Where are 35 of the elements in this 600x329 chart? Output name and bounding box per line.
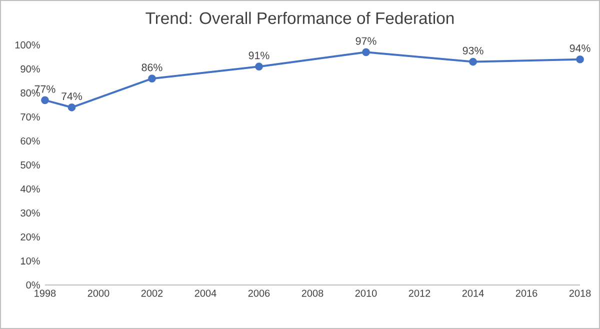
point [41, 96, 49, 104]
y-tick-label: 60% [20, 137, 40, 145]
y-tick-label: 20% [20, 233, 40, 241]
data-label: 74% [62, 92, 82, 100]
y-tick-label: 70% [20, 113, 40, 121]
data-label: 94% [570, 44, 590, 52]
data-label: 97% [356, 37, 376, 45]
x-tick-label: 2004 [194, 290, 216, 297]
y-tick-label: 90% [20, 65, 40, 73]
x-tick-label: 2010 [355, 290, 377, 297]
point [148, 74, 156, 83]
data-label: 86% [142, 64, 162, 72]
y-tick-label: 40% [20, 185, 40, 193]
y-tick-label: 50% [20, 161, 40, 169]
point [68, 103, 76, 112]
x-tick-label: 2018 [569, 290, 591, 297]
y-tick-label: 100% [15, 41, 40, 49]
x-tick-label: 2016 [516, 290, 538, 297]
data-label: 91% [248, 52, 270, 60]
y-tick-label: 0% [26, 281, 40, 289]
y-tick-label: 30% [20, 209, 40, 217]
point [255, 62, 263, 71]
point [576, 55, 584, 64]
data-label: 93% [462, 46, 484, 54]
point [362, 48, 370, 56]
y-tick-label: 10% [21, 257, 40, 265]
chart-title: Trend: Overall Performance of Federation [146, 12, 454, 24]
x-tick-label: 2012 [408, 290, 430, 297]
x-tick-label: 2000 [88, 290, 110, 297]
x-tick-label: 1998 [34, 290, 56, 297]
x-tick-label: 2008 [302, 290, 324, 297]
x-tick-label: 2014 [462, 290, 484, 297]
point [469, 58, 477, 66]
x-tick-label: 2002 [141, 290, 163, 297]
x-tick-label: 2006 [248, 290, 270, 297]
